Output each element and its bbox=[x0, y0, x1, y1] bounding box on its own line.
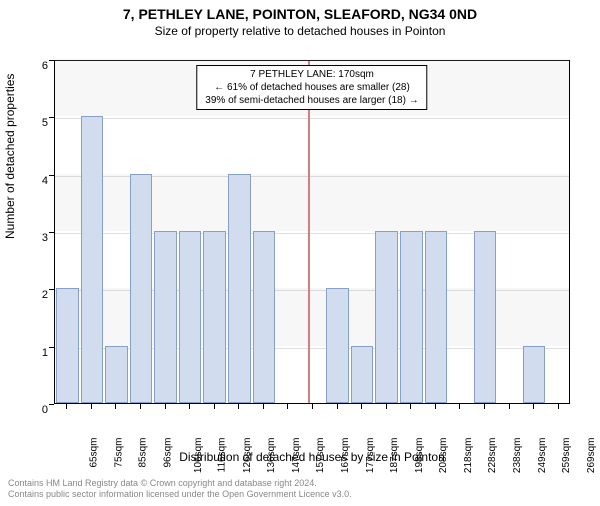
bar bbox=[253, 231, 276, 403]
y-tick-mark bbox=[49, 60, 54, 61]
bar bbox=[400, 231, 423, 403]
x-tick-mark bbox=[484, 404, 485, 409]
chart-subtitle: Size of property relative to detached ho… bbox=[0, 24, 600, 38]
y-tick-label: 5 bbox=[42, 117, 48, 129]
x-tick-mark bbox=[337, 404, 338, 409]
bar bbox=[154, 231, 177, 403]
plot-area: 7 PETHLEY LANE: 170sqm ← 61% of detached… bbox=[54, 60, 570, 404]
x-axis-label: Distribution of detached houses by size … bbox=[54, 450, 570, 464]
x-tick-label: 269sqm bbox=[586, 438, 597, 474]
x-tick-mark bbox=[238, 404, 239, 409]
grid-band bbox=[55, 116, 569, 173]
info-box: 7 PETHLEY LANE: 170sqm ← 61% of detached… bbox=[196, 65, 427, 110]
y-tick-mark bbox=[49, 289, 54, 290]
x-tick-mark bbox=[361, 404, 362, 409]
x-tick-mark bbox=[312, 404, 313, 409]
x-tick-mark bbox=[386, 404, 387, 409]
x-tick-mark bbox=[263, 404, 264, 409]
x-tick-mark bbox=[189, 404, 190, 409]
x-tick-mark bbox=[91, 404, 92, 409]
x-tick-mark bbox=[66, 404, 67, 409]
x-tick-mark bbox=[435, 404, 436, 409]
y-tick-label: 3 bbox=[42, 232, 48, 244]
bar bbox=[326, 288, 349, 403]
marker-line bbox=[308, 61, 310, 403]
chart-container: 7, PETHLEY LANE, POINTON, SLEAFORD, NG34… bbox=[0, 6, 600, 506]
info-line-3: 39% of semi-detached houses are larger (… bbox=[205, 94, 418, 107]
bar bbox=[375, 231, 398, 403]
info-line-1: 7 PETHLEY LANE: 170sqm bbox=[205, 68, 418, 81]
y-tick-mark bbox=[49, 175, 54, 176]
footer: Contains HM Land Registry data © Crown c… bbox=[8, 478, 352, 500]
bar bbox=[81, 116, 104, 403]
y-tick-mark bbox=[49, 117, 54, 118]
bar bbox=[130, 174, 153, 403]
x-tick-mark bbox=[165, 404, 166, 409]
chart-title: 7, PETHLEY LANE, POINTON, SLEAFORD, NG34… bbox=[0, 6, 600, 22]
x-tick-mark bbox=[533, 404, 534, 409]
x-ticks: 65sqm75sqm85sqm96sqm106sqm116sqm126sqm13… bbox=[54, 404, 570, 454]
x-tick-mark bbox=[140, 404, 141, 409]
bar bbox=[474, 231, 497, 403]
bar bbox=[425, 231, 448, 403]
y-tick-mark bbox=[49, 347, 54, 348]
x-tick-mark bbox=[115, 404, 116, 409]
x-tick-mark bbox=[459, 404, 460, 409]
bar bbox=[56, 288, 79, 403]
x-tick-mark bbox=[558, 404, 559, 409]
footer-line-1: Contains HM Land Registry data © Crown c… bbox=[8, 478, 352, 489]
y-tick-label: 4 bbox=[42, 175, 48, 187]
x-tick-mark bbox=[214, 404, 215, 409]
info-line-2: ← 61% of detached houses are smaller (28… bbox=[205, 81, 418, 94]
y-tick-label: 2 bbox=[42, 289, 48, 301]
x-tick-mark bbox=[509, 404, 510, 409]
bar bbox=[179, 231, 202, 403]
bar bbox=[351, 346, 374, 403]
x-tick-mark bbox=[410, 404, 411, 409]
y-tick-mark bbox=[49, 232, 54, 233]
bar bbox=[105, 346, 128, 403]
bar bbox=[228, 174, 251, 403]
bar bbox=[523, 346, 546, 403]
footer-line-2: Contains public sector information licen… bbox=[8, 489, 352, 500]
x-tick-mark bbox=[287, 404, 288, 409]
y-tick-label: 6 bbox=[42, 60, 48, 72]
y-tick-label: 0 bbox=[42, 404, 48, 416]
y-tick-label: 1 bbox=[42, 347, 48, 359]
grid-line bbox=[55, 118, 569, 119]
y-ticks: 0123456 bbox=[0, 60, 54, 404]
bar bbox=[203, 231, 226, 403]
